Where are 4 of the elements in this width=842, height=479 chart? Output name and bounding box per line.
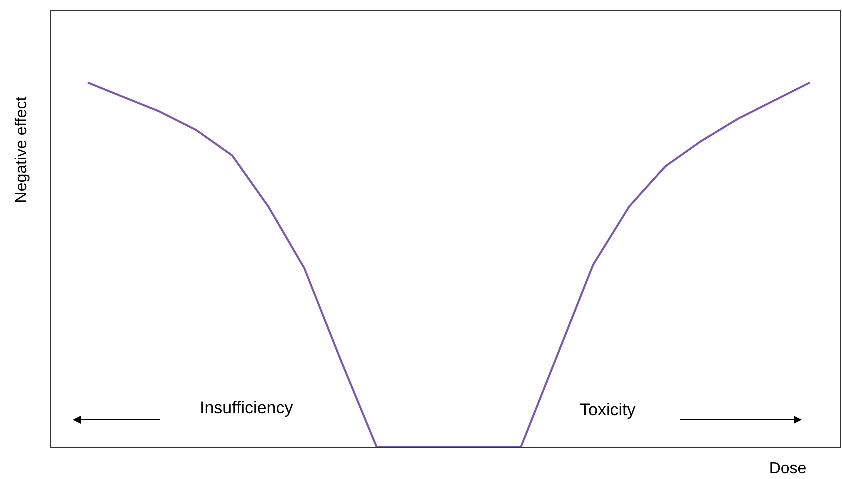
x-axis-title: Dose [769, 460, 807, 478]
y-axis-title: Negative effect [13, 96, 30, 204]
annotation: Toxicity [580, 400, 636, 420]
annotation: Insufficiency [200, 398, 294, 418]
